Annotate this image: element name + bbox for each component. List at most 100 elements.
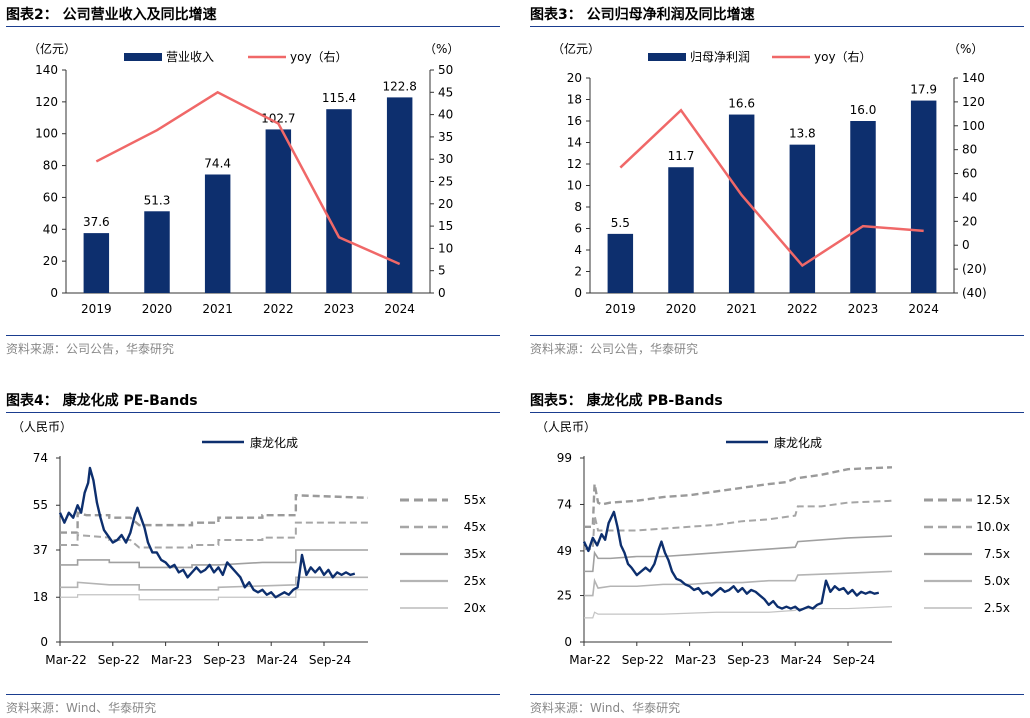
price-line (582, 510, 880, 612)
source-note: 资料来源：公司公告，华泰研究 (6, 342, 175, 356)
source-rule (6, 694, 500, 695)
band-line (584, 466, 893, 528)
legend-bar-label: 归母净利润 (690, 50, 750, 64)
bar (850, 121, 876, 293)
y-tick-label: 20 (43, 254, 58, 268)
y-tick-label: 14 (567, 136, 582, 150)
y-tick-label: 74 (557, 497, 572, 511)
y2-tick-label: 50 (438, 63, 453, 77)
y2-tick-label: 0 (962, 238, 970, 252)
band-line (584, 499, 893, 551)
y-tick-label: 4 (574, 243, 582, 257)
y2-tick-label: 35 (438, 130, 453, 144)
x-tick-label: 2022 (787, 302, 818, 316)
title-rule (6, 412, 500, 413)
legend-band-label: 12.5x (976, 493, 1010, 507)
x-tick-label: Mar-24 (780, 653, 821, 667)
panel-title: 图表2： 公司营业收入及同比增速 (6, 7, 217, 23)
legend-price-label: 康龙化成 (250, 435, 298, 450)
y2-tick-label: 140 (962, 71, 985, 85)
revenue-chart: （亿元） （%） 营业收入 yoy（右） 0 20 40 60 80 100 120 140 0 5 10 1… (28, 41, 459, 316)
x-tick-label: 2024 (384, 302, 415, 316)
panel-title: 图表5： 康龙化成 PB-Bands (530, 393, 723, 409)
x-tick-label: 2023 (324, 302, 355, 316)
y2-tick-label: 10 (438, 241, 453, 255)
y-tick-label: 20 (567, 71, 582, 85)
y-tick-label: 2 (574, 265, 582, 279)
y2-tick-label: 20 (962, 214, 977, 228)
x-tick-label: 2021 (202, 302, 233, 316)
band-line (60, 494, 369, 534)
y-tick-label: 37 (33, 543, 48, 557)
x-tick-label: Sep-24 (833, 653, 875, 667)
y2-tick-label: (20) (962, 262, 987, 276)
y2-tick-label: (40) (962, 286, 987, 300)
profit-chart: （亿元） （%） 归母净利润 yoy（右） 0 2 4 6 8 10 12 14 16 18 20 (40) (… (552, 41, 987, 316)
y2-tick-label: 30 (438, 152, 453, 166)
x-tick-label: 2019 (605, 302, 636, 316)
legend-band-label: 20x (464, 601, 486, 615)
x-tick-label: Mar-22 (45, 653, 86, 667)
y-tick-label: 18 (33, 590, 48, 604)
title-rule (530, 412, 1024, 413)
y-tick-label: 16 (567, 114, 582, 128)
x-tick-label: 2019 (81, 302, 112, 316)
legend-band-label: 45x (464, 520, 486, 534)
y2-tick-label: 0 (438, 286, 446, 300)
source-rule (530, 694, 1024, 695)
x-tick-label: Mar-23 (151, 653, 192, 667)
bar-data-label: 16.0 (850, 103, 877, 117)
band-line (60, 521, 368, 549)
panel-title: 图表4： 康龙化成 PE-Bands (6, 393, 198, 409)
y-tick-label: 0 (564, 635, 572, 649)
right-unit-label: （%） (424, 42, 459, 56)
y-tick-label: 0 (50, 286, 58, 300)
bar-data-label: 122.8 (382, 79, 416, 93)
y-tick-label: 80 (43, 159, 58, 173)
bar (144, 211, 170, 293)
source-note: 资料来源：公司公告，华泰研究 (530, 342, 699, 356)
bar (83, 233, 110, 293)
legend-band-label: 25x (464, 574, 486, 588)
legend-band-label: 10.0x (976, 520, 1010, 534)
x-tick-label: 2020 (142, 302, 173, 316)
legend-line-label: yoy（右） (814, 49, 872, 64)
bar (668, 167, 694, 293)
legend-band-label: 35x (464, 547, 486, 561)
y-tick-label: 25 (557, 589, 572, 603)
y-tick-label: 18 (567, 93, 582, 107)
source-rule (530, 335, 1024, 336)
bar (265, 129, 292, 293)
yoy-line (619, 108, 924, 268)
y2-tick-label: 40 (962, 190, 977, 204)
right-unit-label: （%） (948, 42, 983, 56)
y-tick-label: 140 (35, 63, 58, 77)
pb-bands-chart: （人民币） 康龙化成 0 25 49 74 99 Mar-22 Sep-22 Mar-23 Sep-… (536, 420, 1010, 667)
bar-data-label: 102.7 (261, 111, 295, 125)
y-tick-label: 10 (567, 179, 582, 193)
x-tick-label: Sep-23 (727, 653, 769, 667)
left-unit-label: （亿元） (552, 41, 600, 56)
y2-tick-label: 60 (962, 167, 977, 181)
x-tick-label: 2021 (726, 302, 757, 316)
y2-tick-label: 100 (962, 119, 985, 133)
y2-tick-label: 80 (962, 143, 977, 157)
y-tick-label: 0 (40, 635, 48, 649)
y-tick-label: 12 (567, 157, 582, 171)
legend-price-label: 康龙化成 (774, 435, 822, 450)
legend-bar-label: 营业收入 (166, 50, 214, 64)
y-tick-label: 60 (43, 190, 58, 204)
legend-bar-swatch (124, 53, 162, 61)
bar-data-label: 5.5 (611, 216, 630, 230)
bar-data-label: 37.6 (83, 215, 110, 229)
bar-data-label: 17.9 (910, 83, 937, 97)
panel-title: 图表3： 公司归母净利润及同比增速 (530, 7, 755, 23)
y-tick-label: 8 (574, 200, 582, 214)
y-tick-label: 0 (574, 286, 582, 300)
y-tick-label: 6 (574, 222, 582, 236)
x-tick-label: Sep-22 (622, 653, 664, 667)
bar (326, 109, 352, 293)
pe-bands-chart: （人民币） 康龙化成 0 18 37 55 74 Mar-22 Sep-22 Mar-23 Sep-… (12, 420, 486, 667)
x-tick-label: 2020 (666, 302, 697, 316)
x-tick-label: Sep-22 (98, 653, 140, 667)
